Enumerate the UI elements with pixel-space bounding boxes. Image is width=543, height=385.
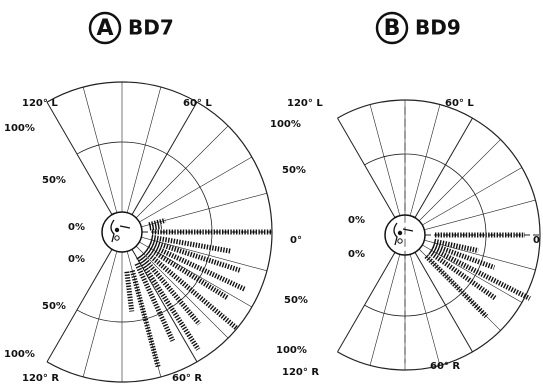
axis-label: 50% [42, 301, 66, 312]
axis-label: 0 [533, 235, 540, 246]
axis-label: 100% [4, 349, 35, 360]
panel-b: B BD9 120° L 60° L 100% 50% 0% 0% 0 50% 100% 120°… [270, 13, 540, 378]
axis-label: 50% [42, 175, 66, 186]
axis-label: 120° R [282, 367, 319, 378]
axis-label: 60° R [430, 361, 460, 372]
panel-name: BD9 [415, 16, 461, 40]
axis-label: 0% [348, 215, 365, 226]
axis-label: 100% [270, 119, 301, 130]
panel-a: A BD7 120° L 60° L 100% 50% 0% 0% 0° 50% 100% 120… [4, 13, 302, 384]
panel-name: BD7 [128, 16, 174, 40]
axis-label: 120° L [287, 98, 323, 109]
axis-label: 0° [290, 235, 302, 246]
axis-label: 0% [68, 222, 85, 233]
axis-label: 60° L [183, 98, 212, 109]
spoke [415, 118, 473, 218]
spoke [338, 252, 396, 352]
axis-label: 120° R [22, 373, 59, 384]
eye-dot [115, 228, 119, 232]
spoke [338, 118, 396, 218]
spoke [422, 168, 522, 226]
spoke [136, 126, 228, 218]
inner-circle [102, 212, 142, 252]
axis-label: 120° L [22, 98, 58, 109]
axis-label: 60° R [172, 373, 202, 384]
figure: A BD7 120° L 60° L 100% 50% 0% 0% 0° 50% 100% 120… [0, 0, 543, 385]
axis-label: 0% [348, 249, 365, 260]
axis-label: 50% [282, 165, 306, 176]
spoke [419, 249, 500, 330]
hatched-segment [127, 272, 132, 312]
axis-label: 100% [276, 345, 307, 356]
axis-label: 60° L [445, 98, 474, 109]
spoke [422, 245, 522, 303]
spoke [419, 140, 500, 221]
panel-letter: B [384, 16, 401, 41]
hatched-segment [150, 226, 162, 228]
eye-dot [398, 231, 402, 235]
axis-label: 100% [4, 123, 35, 134]
axis-label: 0% [68, 254, 85, 265]
axis-label: 50% [284, 295, 308, 306]
panel-letter: A [96, 16, 113, 41]
